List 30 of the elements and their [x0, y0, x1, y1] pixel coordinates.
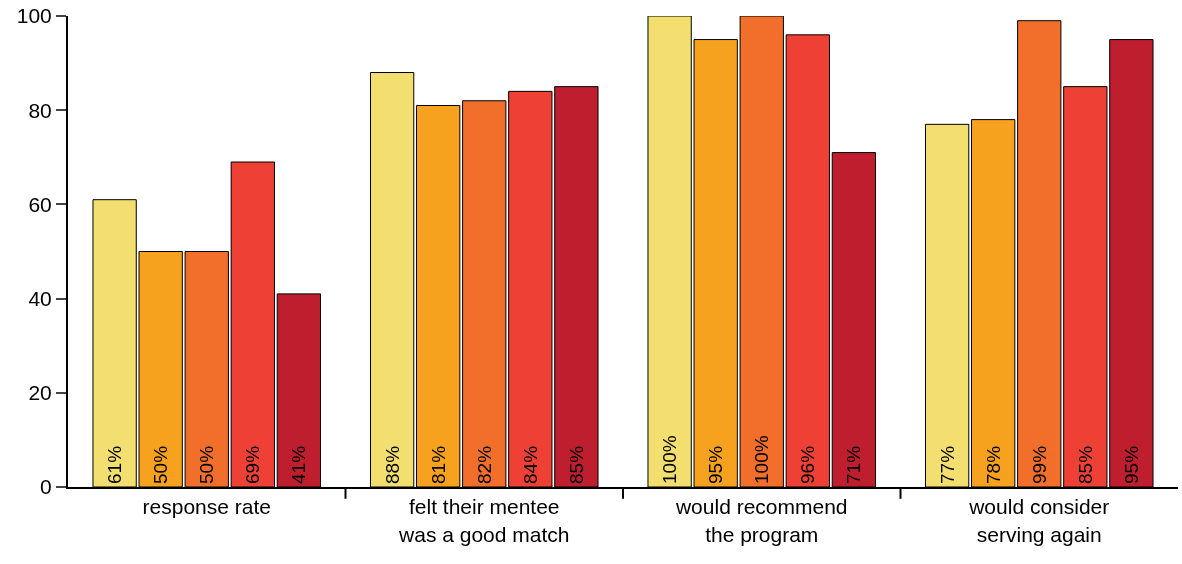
- y-tick-label: 80: [28, 98, 52, 122]
- x-tick-label: felt their mentee was a good match: [398, 495, 570, 546]
- data-label: 50%: [196, 445, 218, 484]
- data-label: 82%: [473, 445, 495, 484]
- data-label: 96%: [797, 445, 819, 484]
- y-tick-label: 100: [16, 4, 52, 28]
- data-label: 71%: [843, 445, 865, 484]
- data-label: 85%: [1074, 445, 1096, 484]
- data-label: 61%: [104, 445, 126, 484]
- data-label: 88%: [381, 445, 403, 484]
- data-label: 95%: [1120, 445, 1142, 484]
- data-label: 100%: [659, 435, 681, 484]
- data-label: 85%: [565, 445, 587, 484]
- data-label: 81%: [427, 445, 449, 484]
- x-tick-label: would recommend the program: [674, 495, 848, 546]
- data-label: 100%: [751, 435, 773, 484]
- x-tick-label: response rate: [142, 495, 271, 519]
- data-label: 95%: [705, 445, 727, 484]
- data-label: 69%: [242, 445, 264, 484]
- x-tick-label: would consider serving again: [968, 495, 1110, 546]
- data-label: 99%: [1028, 445, 1050, 484]
- y-tick-label: 20: [28, 381, 52, 405]
- data-label: 84%: [519, 445, 541, 484]
- y-tick-label: 0: [40, 475, 52, 499]
- data-label: 50%: [150, 445, 172, 484]
- data-label: 78%: [982, 445, 1004, 484]
- data-label: 77%: [936, 445, 958, 484]
- y-tick-label: 40: [28, 286, 52, 310]
- y-tick-label: 60: [28, 192, 52, 216]
- data-label: 41%: [288, 445, 310, 484]
